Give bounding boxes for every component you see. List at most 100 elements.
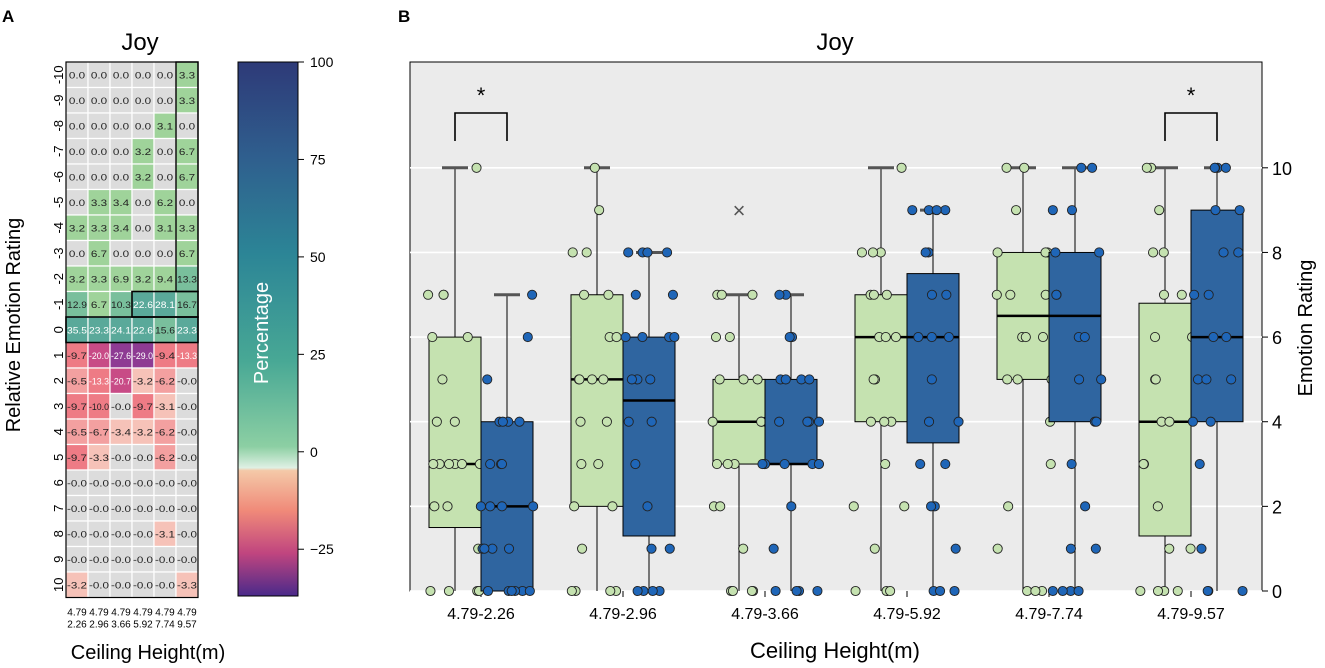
heatmap-cell-value: -3.1	[155, 529, 175, 539]
heatmap: -10 0.0 0.0 0.0 0.0 0.0 3.3-9 0.0 0.0 0.0 0.0 0.0 3.…	[51, 61, 199, 631]
heatmap-cell-value: 35.5	[67, 325, 87, 335]
heatmap-col-label-bottom: 9.57	[177, 620, 197, 631]
heatmap-col-label-bottom: 3.66	[111, 620, 131, 631]
data-point	[756, 416, 767, 427]
data-point	[1152, 585, 1164, 597]
heatmap-cell-value: -3.3	[177, 580, 197, 590]
heatmap-cell-value: -9.4	[155, 351, 175, 361]
heatmap-cell-value: 0.0	[113, 147, 129, 157]
heatmap-row-label: 3	[51, 403, 66, 410]
data-point	[479, 543, 490, 554]
data-point	[1221, 332, 1232, 343]
data-point	[1237, 585, 1248, 597]
data-point	[943, 332, 954, 343]
data-point	[605, 585, 616, 597]
data-point	[727, 585, 738, 597]
data-point	[1194, 458, 1205, 470]
data-point	[1087, 162, 1098, 173]
data-point	[1205, 416, 1216, 427]
heatmap-row-label: 0	[51, 326, 66, 333]
heatmap-cell-value: -0.0	[155, 504, 175, 514]
data-point	[1202, 585, 1213, 597]
data-point	[646, 416, 657, 427]
data-point	[601, 416, 612, 427]
data-point	[503, 543, 515, 554]
data-point	[449, 416, 460, 427]
data-point	[770, 585, 781, 597]
heatmap-cell-value: 6.7	[91, 249, 107, 259]
data-point	[567, 247, 578, 258]
data-point	[715, 501, 726, 512]
x-tick-label: 4.79-2.26	[447, 606, 515, 623]
data-point	[738, 374, 749, 385]
data-point	[1066, 458, 1077, 470]
heatmap-cell-value: 3.2	[135, 274, 151, 284]
heatmap-cell-value: -13.3	[177, 351, 197, 361]
heatmap-cell-value: 3.4	[113, 198, 129, 208]
data-point	[714, 374, 725, 385]
data-point	[603, 289, 614, 300]
heatmap-cell-value: 0.0	[91, 70, 107, 80]
heatmap-cell-value: -0.0	[177, 427, 197, 437]
y-tick-label: 10	[1272, 159, 1292, 179]
heatmap-cell-value: -6.5	[67, 376, 87, 386]
box	[570, 294, 624, 507]
data-point	[923, 416, 935, 427]
data-point	[645, 374, 656, 385]
heatmap-cell-value: -0.0	[177, 555, 197, 565]
data-point	[1047, 205, 1058, 216]
data-point	[953, 416, 964, 427]
data-point	[1019, 162, 1030, 173]
data-point	[589, 162, 600, 173]
heatmap-cell-value: -0.0	[111, 453, 131, 463]
boxplot-ylabel: Emotion Rating	[1295, 260, 1317, 397]
y-tick-label: 4	[1272, 413, 1282, 433]
heatmap-cell-value: -0.0	[155, 478, 175, 488]
data-point	[1152, 501, 1163, 512]
data-point	[1080, 501, 1091, 512]
data-point	[1208, 332, 1219, 343]
heatmap-cell-value: -0.0	[177, 402, 197, 412]
heatmap-cell-value: 16.7	[177, 300, 197, 310]
data-point	[607, 501, 618, 512]
data-point	[642, 247, 653, 258]
heatmap-cell-value: -0.0	[67, 504, 87, 514]
heatmap-cell-value: 0.0	[69, 249, 85, 259]
data-point	[506, 585, 517, 597]
heatmap-cell-value: 0.0	[91, 121, 107, 131]
heatmap-cell-value: 3.3	[179, 96, 195, 106]
data-point	[1150, 374, 1161, 385]
data-point	[1185, 543, 1196, 554]
data-point	[1090, 543, 1101, 554]
heatmap-cell-value: 3.4	[113, 223, 129, 233]
data-point	[780, 374, 791, 385]
heatmap-cell-value: -0.0	[155, 580, 175, 590]
data-point	[896, 162, 907, 173]
heatmap-row-label: -7	[51, 145, 66, 157]
x-tick-label: 4.79-9.57	[1157, 606, 1225, 623]
data-point	[885, 585, 896, 597]
heatmap-cell-value: 0.0	[157, 96, 173, 106]
data-point	[1141, 162, 1152, 173]
heatmap-row-label: -8	[51, 120, 66, 132]
heatmap-cell-value: 0.0	[135, 198, 151, 208]
heatmap-col-label-bottom: 5.92	[133, 620, 153, 631]
data-point	[1073, 585, 1084, 597]
data-point	[646, 543, 657, 554]
heatmap-cell-value: 6.7	[179, 249, 195, 259]
data-point	[423, 289, 434, 300]
heatmap-cell-value: 3.1	[157, 121, 173, 131]
heatmap-row-label: 10	[51, 578, 66, 592]
data-point	[630, 458, 641, 470]
heatmap-row-label: -2	[51, 273, 66, 285]
heatmap-cell-value: 0.0	[113, 249, 129, 259]
data-point	[1065, 543, 1076, 554]
heatmap-cell-value: 3.3	[179, 70, 195, 80]
data-point	[1011, 205, 1022, 216]
colorbar-tick-label: 75	[310, 151, 326, 167]
data-point	[528, 501, 539, 512]
heatmap-cell-value: 6.7	[179, 172, 195, 182]
heatmap-highlight-cells	[131, 290, 199, 318]
colorbar-label: Percentage	[251, 282, 273, 384]
data-point	[813, 458, 825, 470]
